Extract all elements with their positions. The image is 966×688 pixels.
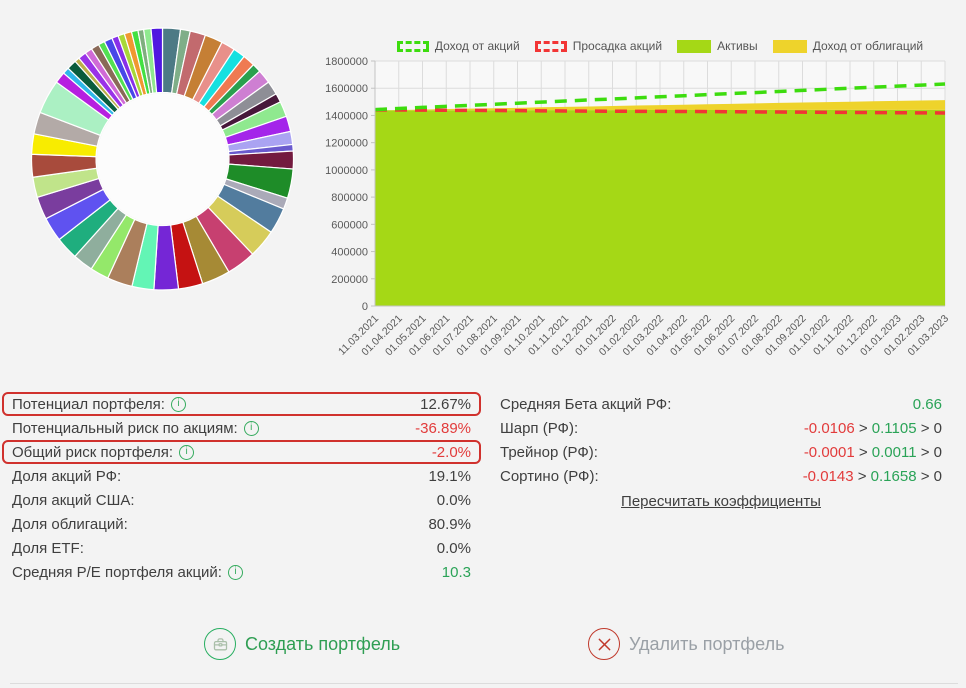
stock-drawdown-line [374, 108, 946, 115]
stat-row: Средняя Бета акций РФ: 0.66 [490, 392, 952, 416]
stat-row: Доля акций РФ: 19.1% [2, 464, 481, 488]
legend-item-3[interactable]: Активы [677, 39, 758, 53]
stat-label: Доля акций РФ: [12, 467, 122, 485]
stat-label: Сортино (РФ): [500, 467, 599, 485]
stat-row: Сортино (РФ): -0.0143 > 0.1658 > 0 [490, 464, 952, 488]
y-axis-tick-label: 600000 [331, 219, 368, 231]
stat-value: 0.66 [912, 395, 942, 413]
legend-swatch-icon [396, 40, 429, 52]
legend-swatch-icon [534, 40, 567, 52]
stat-value: 19.1% [428, 467, 471, 485]
legend-label: Просадка акций [572, 39, 663, 53]
stat-value: -0.0001 > 0.0011 > 0 [803, 443, 942, 461]
stat-label: Шарп (РФ): [500, 419, 579, 437]
stat-label: Доля ETF: [12, 539, 84, 557]
bonds-income-area [375, 100, 945, 111]
y-axis-tick-label: 1600000 [325, 83, 368, 95]
stat-value: 0.0% [436, 539, 471, 557]
create-portfolio-button[interactable]: Создать портфель [204, 628, 400, 660]
legend-swatch-icon [772, 39, 807, 53]
stat-label: Общий риск портфеля: i [12, 444, 195, 461]
y-axis-tick-label: 1400000 [325, 110, 368, 122]
stat-label: Средняя Бета акций РФ: [500, 395, 672, 413]
y-axis-tick-label: 0 [362, 301, 368, 313]
stat-value: 0.0% [436, 491, 471, 509]
stat-label: Доля акций США: [12, 491, 135, 509]
info-icon[interactable]: i [227, 564, 243, 580]
allocation-donut-chart [28, 25, 298, 295]
stat-value: -0.0143 > 0.1658 > 0 [802, 467, 942, 485]
donut-svg [30, 27, 295, 291]
stat-value: -0.0106 > 0.1105 > 0 [803, 419, 942, 437]
create-portfolio-label: Создать портфель [245, 633, 401, 654]
y-axis-tick-label: 1000000 [325, 165, 368, 177]
legend-swatch-icon [677, 39, 712, 53]
stat-row: Доля облигаций: 80.9% [2, 512, 481, 536]
bottom-divider [10, 683, 958, 684]
info-icon[interactable]: i [179, 444, 195, 460]
stat-row: Средняя P/E портфеля акций: i 10.3 [2, 560, 481, 584]
stat-value: -2.0% [431, 443, 471, 461]
stat-row: Потенциальный риск по акциям: i -36.89% [2, 416, 481, 440]
y-axis-tick-label: 1200000 [325, 138, 368, 150]
stat-row: Шарп (РФ): -0.0106 > 0.1105 > 0 [490, 416, 952, 440]
recalculate-coefficients-link[interactable]: Пересчитать коэффициенты [621, 493, 821, 510]
stat-value: 10.3 [441, 563, 471, 581]
portfolio-value-area-chart: 0 200000 400000 600000 800000 1000000 1200000 1… [325, 56, 951, 358]
stat-label: Средняя P/E портфеля акций: i [12, 564, 243, 581]
stat-row: Доля ETF: 0.0% [2, 536, 481, 560]
info-icon[interactable]: i [243, 420, 259, 436]
stat-value: -36.89% [415, 419, 471, 437]
stat-label: Потенциальный риск по акциям: i [12, 420, 259, 437]
stat-value: 80.9% [428, 515, 471, 533]
stat-row: Трейнор (РФ): -0.0001 > 0.0011 > 0 [490, 440, 952, 464]
stat-row: Общий риск портфеля: i -2.0% [2, 440, 481, 464]
assets-area [375, 109, 945, 306]
briefcase-icon [204, 628, 236, 660]
stock-income-line [374, 82, 946, 112]
y-axis-tick-label: 800000 [331, 192, 368, 204]
legend-label: Активы [717, 39, 758, 53]
delete-portfolio-label: Удалить портфель [629, 633, 785, 654]
portfolio-stats-left: Потенциал портфеля: i 12.67% Потенциальный … [2, 392, 481, 584]
portfolio-stats-right: Средняя Бета акций РФ: 0.66 Шарп (РФ): -0.0… [490, 392, 952, 511]
stat-label: Доля облигаций: [12, 515, 128, 533]
legend-label: Доход от облигаций [812, 39, 924, 53]
y-axis-tick-label: 400000 [331, 247, 368, 259]
info-icon[interactable]: i [170, 396, 186, 412]
legend-item-4[interactable]: Доход от облигаций [772, 39, 924, 53]
donut-segment[interactable] [150, 27, 164, 94]
legend-label: Доход от акций [434, 39, 520, 53]
y-axis-tick-label: 200000 [331, 274, 368, 286]
stat-row: Доля акций США: 0.0% [2, 488, 481, 512]
stat-label: Трейнор (РФ): [500, 443, 598, 461]
stat-row: Потенциал портфеля: i 12.67% [2, 392, 481, 416]
delete-x-icon [588, 628, 620, 660]
legend-item-2[interactable]: Просадка акций [534, 39, 663, 53]
stat-value: 12.67% [420, 395, 471, 413]
delete-portfolio-button[interactable]: Удалить портфель [588, 628, 784, 660]
y-axis-tick-label: 1800000 [325, 56, 368, 68]
chart-legend: Доход от акций Просадка акций Активы Доход … [375, 37, 945, 55]
legend-item-1[interactable]: Доход от акций [396, 39, 520, 53]
stat-label: Потенциал портфеля: i [12, 396, 186, 413]
